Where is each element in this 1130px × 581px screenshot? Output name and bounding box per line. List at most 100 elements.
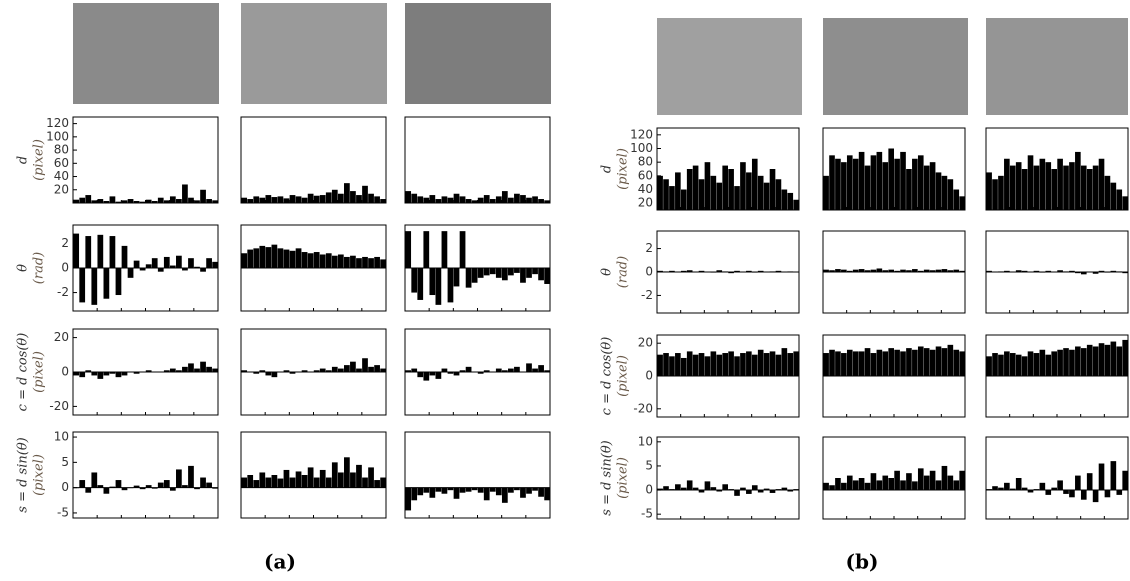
bar [325, 477, 332, 488]
bar [734, 186, 740, 210]
bar [429, 372, 436, 376]
bar [109, 372, 116, 374]
bar [483, 195, 490, 203]
bar [139, 487, 146, 490]
bar [453, 372, 460, 376]
bar [532, 487, 538, 491]
bar [337, 368, 344, 372]
bar [870, 353, 877, 376]
photo [823, 18, 968, 115]
bar [356, 195, 362, 203]
bar [663, 353, 669, 376]
bar [325, 192, 332, 203]
y-axis-label: θ [600, 268, 615, 276]
bar [728, 272, 734, 274]
bar [337, 472, 344, 488]
y-tick-label: 5 [645, 458, 653, 472]
bar [501, 268, 508, 281]
bar [289, 372, 296, 374]
bar [313, 477, 320, 488]
caption: (b) [846, 550, 879, 574]
bar [959, 470, 965, 491]
frame [822, 230, 966, 314]
bar [746, 351, 752, 376]
bar [669, 186, 675, 210]
bar [998, 354, 1004, 376]
bar [453, 268, 460, 287]
bar [532, 368, 538, 372]
bar [912, 481, 918, 491]
bar [91, 472, 98, 488]
bar [986, 172, 992, 210]
bar [405, 191, 412, 203]
bar [1063, 348, 1069, 376]
bar [852, 351, 859, 376]
bar [1033, 353, 1040, 376]
bar [1057, 349, 1063, 376]
bar [846, 475, 853, 491]
bar [906, 473, 912, 491]
bar [888, 348, 894, 376]
bar [121, 372, 128, 376]
bar [757, 490, 764, 493]
frame [822, 334, 966, 418]
bar [163, 256, 170, 268]
bar [362, 185, 368, 203]
bar [145, 485, 152, 488]
bar [417, 196, 424, 203]
bar [1110, 270, 1117, 272]
bar [1009, 165, 1016, 210]
bar [686, 270, 693, 272]
y-tick-label: 0 [645, 369, 653, 383]
bar [841, 482, 847, 491]
bar [200, 268, 206, 272]
bar [669, 356, 675, 376]
bar [953, 269, 960, 272]
y-tick-label: 40 [638, 182, 653, 196]
bar [675, 484, 681, 491]
bar [362, 358, 368, 372]
bar [722, 484, 728, 491]
bar [325, 370, 332, 372]
y-axis-unit: (pixel) [32, 454, 47, 496]
bar [331, 255, 338, 268]
frame [72, 224, 219, 312]
bar [823, 269, 829, 272]
bar [1116, 189, 1123, 210]
y-tick-label: -5 [57, 505, 69, 519]
bar [1110, 182, 1117, 210]
bar [109, 196, 116, 203]
y-tick-label: -5 [641, 507, 653, 521]
bar [680, 270, 687, 272]
bar [1110, 341, 1117, 376]
bar [289, 477, 296, 488]
bar [929, 270, 936, 272]
bar [157, 197, 164, 203]
bar [151, 258, 158, 268]
bar [253, 480, 260, 488]
bar [675, 172, 681, 210]
bar [757, 175, 764, 210]
bar [1015, 270, 1022, 272]
bar [538, 268, 544, 281]
bar [520, 268, 526, 283]
bar [1075, 475, 1081, 491]
bar [692, 165, 699, 210]
y-axis-unit: (pixel) [32, 351, 47, 393]
bar [157, 268, 164, 272]
bar [79, 197, 86, 203]
bar [751, 485, 758, 491]
bar [200, 477, 206, 488]
y-tick-label: 60 [54, 156, 69, 170]
bar [917, 346, 924, 376]
bar [680, 189, 687, 210]
bar [846, 155, 853, 210]
bar [441, 196, 448, 203]
y-tick-label: 0 [61, 261, 69, 275]
bar [698, 179, 705, 210]
y-tick-label: 0 [645, 483, 653, 497]
bar [710, 351, 717, 376]
bar [923, 475, 930, 491]
bar [465, 487, 472, 492]
bar [740, 487, 746, 491]
